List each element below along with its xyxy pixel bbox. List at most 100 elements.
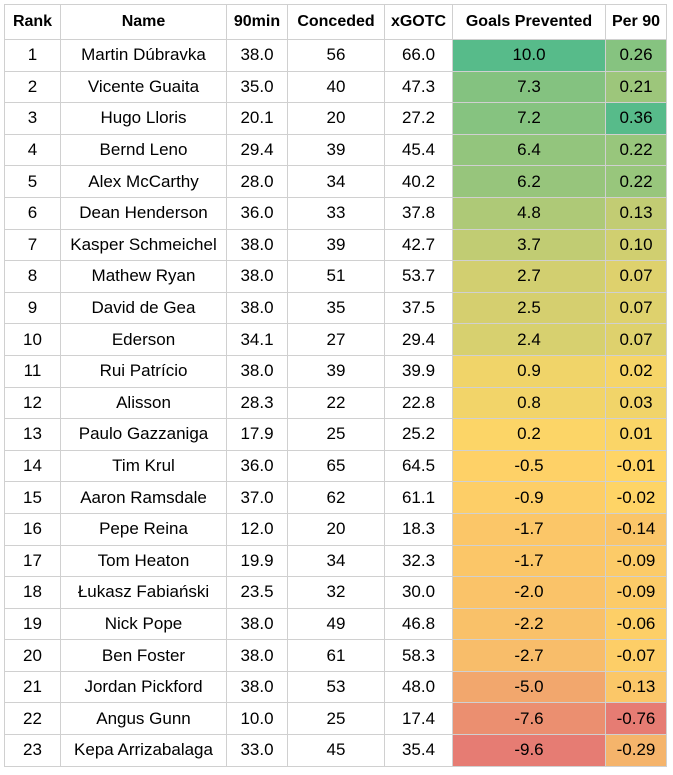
goals-prevented-cell: -7.6	[452, 702, 606, 736]
conceded-cell: 39	[287, 133, 385, 167]
rank-cell: 5	[4, 165, 61, 198]
conceded-cell: 25	[287, 418, 385, 451]
per-90-cell: -0.09	[605, 576, 667, 609]
per-90-cell: -0.01	[605, 449, 667, 483]
table-row: 9 David de Gea 38.0 35 37.5 2.5 0.07	[4, 291, 667, 325]
rank-cell: 17	[4, 544, 61, 578]
table-row: 10 Ederson 34.1 27 29.4 2.4 0.07	[4, 323, 667, 356]
table-row: 11 Rui Patrício 38.0 39 39.9 0.9 0.02	[4, 354, 667, 388]
name-cell: Alisson	[60, 386, 227, 420]
minutes-90-cell: 34.1	[226, 323, 288, 356]
per-90-cell: 0.13	[605, 196, 667, 230]
goals-prevented-cell: 2.4	[452, 323, 606, 356]
conceded-cell: 32	[287, 576, 385, 609]
xgotc-cell: 64.5	[384, 449, 453, 483]
name-cell: Alex McCarthy	[60, 165, 227, 198]
name-cell: Tom Heaton	[60, 544, 227, 578]
rank-cell: 14	[4, 449, 61, 483]
minutes-90-cell: 10.0	[226, 702, 288, 736]
xgotc-cell: 47.3	[384, 70, 453, 104]
name-cell: Dean Henderson	[60, 196, 227, 230]
minutes-90-cell: 29.4	[226, 133, 288, 167]
minutes-90-cell: 36.0	[226, 449, 288, 483]
table-row: 8 Mathew Ryan 38.0 51 53.7 2.7 0.07	[4, 260, 667, 293]
table-row: 5 Alex McCarthy 28.0 34 40.2 6.2 0.22	[4, 165, 667, 198]
rank-cell: 22	[4, 702, 61, 736]
header-rank: Rank	[4, 4, 61, 40]
minutes-90-cell: 36.0	[226, 196, 288, 230]
xgotc-cell: 37.8	[384, 196, 453, 230]
conceded-cell: 65	[287, 449, 385, 483]
table-body: 1 Martin Dúbravka 38.0 56 66.0 10.0 0.26 2 Vicen…	[4, 39, 667, 767]
rank-cell: 18	[4, 576, 61, 609]
minutes-90-cell: 17.9	[226, 418, 288, 451]
goals-prevented-cell: -5.0	[452, 670, 606, 704]
conceded-cell: 62	[287, 481, 385, 514]
per-90-cell: 0.36	[605, 102, 667, 135]
minutes-90-cell: 38.0	[226, 291, 288, 325]
minutes-90-cell: 33.0	[226, 734, 288, 767]
header-row: Rank Name 90min Conceded xGOTC Goals Pre…	[4, 4, 667, 40]
table-row: 13 Paulo Gazzaniga 17.9 25 25.2 0.2 0.01	[4, 418, 667, 451]
rank-cell: 3	[4, 102, 61, 135]
table-row: 19 Nick Pope 38.0 49 46.8 -2.2 -0.06	[4, 607, 667, 641]
conceded-cell: 49	[287, 607, 385, 641]
xgotc-cell: 30.0	[384, 576, 453, 609]
goals-prevented-cell: -9.6	[452, 734, 606, 767]
conceded-cell: 51	[287, 260, 385, 293]
xgotc-cell: 46.8	[384, 607, 453, 641]
goals-prevented-cell: -2.0	[452, 576, 606, 609]
minutes-90-cell: 19.9	[226, 544, 288, 578]
xgotc-cell: 45.4	[384, 133, 453, 167]
goals-prevented-cell: 0.8	[452, 386, 606, 420]
name-cell: Vicente Guaita	[60, 70, 227, 104]
name-cell: Pepe Reina	[60, 512, 227, 546]
per-90-cell: 0.22	[605, 133, 667, 167]
xgotc-cell: 37.5	[384, 291, 453, 325]
goals-prevented-cell: 4.8	[452, 196, 606, 230]
rank-cell: 21	[4, 670, 61, 704]
goals-prevented-cell: -0.9	[452, 481, 606, 514]
xgotc-cell: 42.7	[384, 228, 453, 262]
rank-cell: 16	[4, 512, 61, 546]
minutes-90-cell: 23.5	[226, 576, 288, 609]
goals-prevented-cell: 10.0	[452, 39, 606, 72]
table-row: 20 Ben Foster 38.0 61 58.3 -2.7 -0.07	[4, 639, 667, 672]
rank-cell: 2	[4, 70, 61, 104]
rank-cell: 1	[4, 39, 61, 72]
per-90-cell: -0.29	[605, 734, 667, 767]
minutes-90-cell: 38.0	[226, 354, 288, 388]
xgotc-cell: 58.3	[384, 639, 453, 672]
name-cell: Rui Patrício	[60, 354, 227, 388]
table-row: 16 Pepe Reina 12.0 20 18.3 -1.7 -0.14	[4, 512, 667, 546]
xgotc-cell: 32.3	[384, 544, 453, 578]
xgotc-cell: 40.2	[384, 165, 453, 198]
per-90-cell: 0.02	[605, 354, 667, 388]
per-90-cell: -0.02	[605, 481, 667, 514]
table-row: 12 Alisson 28.3 22 22.8 0.8 0.03	[4, 386, 667, 420]
conceded-cell: 25	[287, 702, 385, 736]
conceded-cell: 39	[287, 354, 385, 388]
conceded-cell: 33	[287, 196, 385, 230]
xgotc-cell: 39.9	[384, 354, 453, 388]
rank-cell: 8	[4, 260, 61, 293]
name-cell: Jordan Pickford	[60, 670, 227, 704]
goals-prevented-cell: -1.7	[452, 544, 606, 578]
goals-prevented-cell: 2.5	[452, 291, 606, 325]
goals-prevented-cell: -2.7	[452, 639, 606, 672]
conceded-cell: 34	[287, 165, 385, 198]
name-cell: Nick Pope	[60, 607, 227, 641]
goals-prevented-cell: -1.7	[452, 512, 606, 546]
name-cell: Ben Foster	[60, 639, 227, 672]
per-90-cell: 0.07	[605, 291, 667, 325]
goals-prevented-cell: -2.2	[452, 607, 606, 641]
xgotc-cell: 35.4	[384, 734, 453, 767]
rank-cell: 12	[4, 386, 61, 420]
per-90-cell: 0.01	[605, 418, 667, 451]
minutes-90-cell: 38.0	[226, 228, 288, 262]
per-90-cell: -0.07	[605, 639, 667, 672]
minutes-90-cell: 12.0	[226, 512, 288, 546]
name-cell: David de Gea	[60, 291, 227, 325]
per-90-cell: -0.14	[605, 512, 667, 546]
name-cell: Hugo Lloris	[60, 102, 227, 135]
